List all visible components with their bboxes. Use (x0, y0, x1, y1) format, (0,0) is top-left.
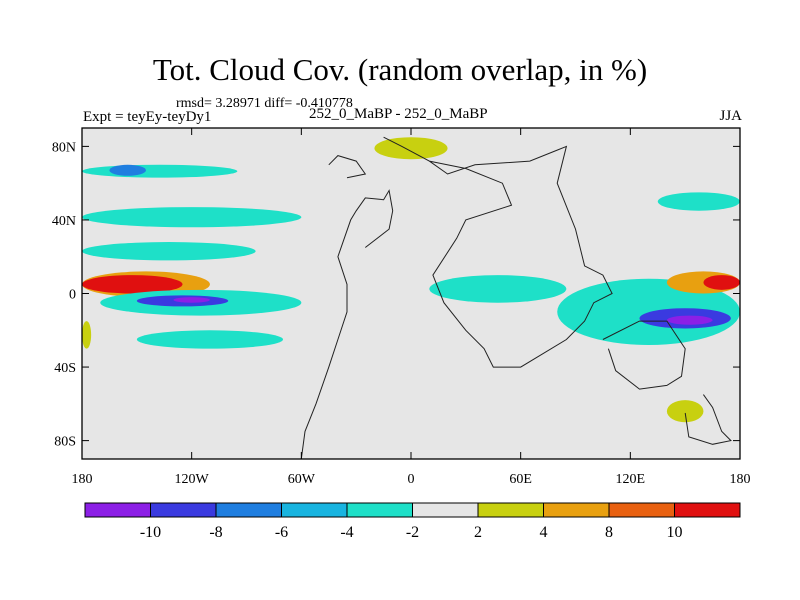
contour-region-17 (657, 192, 740, 211)
colorbar-label: 2 (474, 524, 482, 541)
colorbar-label: 4 (540, 524, 548, 541)
y-tick-label: 40N (52, 214, 76, 229)
x-tick-label: 180 (730, 472, 751, 487)
contour-region-18 (666, 400, 704, 423)
colorbar-swatch (543, 502, 610, 518)
axes: 180 120W 60W 0 60E 120E 180 80N 40N 0 40S 80S (52, 128, 751, 487)
x-tick-label: 60E (509, 472, 532, 487)
contour-region-11 (429, 275, 567, 303)
coastline-1 (383, 136, 613, 368)
x-tick-label: 0 (408, 472, 415, 487)
season-label: JJA (719, 108, 742, 124)
x-tick-label: 60W (288, 472, 316, 487)
colorbar-swatch (608, 502, 675, 518)
chart-title: Tot. Cloud Cov. (random overlap, in %) (152, 52, 648, 87)
contour-region-10 (374, 137, 448, 160)
contour-region-12 (557, 278, 740, 345)
contour-region-14 (666, 315, 713, 325)
colorbar-swatch (412, 502, 479, 518)
colorbar-label: -6 (275, 524, 288, 541)
contour-region-19 (82, 321, 92, 349)
coastline-4 (328, 155, 367, 179)
colorbar-label: -2 (406, 524, 419, 541)
contour-region-3 (82, 242, 256, 261)
coastline-2 (602, 320, 686, 390)
y-tick-label: 40S (54, 361, 76, 376)
contour-region-1 (109, 164, 146, 176)
colorbar-swatch (150, 502, 217, 518)
contour-region-16 (703, 275, 740, 290)
experiment-label: Expt = teyEy-teyDy1 (83, 109, 212, 125)
colorbar-label: -4 (340, 524, 353, 541)
y-tick-label: 80N (52, 140, 76, 155)
coastline-0 (255, 189, 394, 459)
colorbar-label: 8 (605, 524, 613, 541)
colorbar: -10 -8 -6 -4 -2 2 4 8 10 (84, 502, 741, 541)
contour-region-2 (82, 207, 302, 228)
colorbar-label: -8 (209, 524, 222, 541)
contour-region-9 (136, 330, 284, 349)
contour-region-5 (82, 275, 183, 294)
y-tick-label: 0 (69, 288, 76, 303)
colorbar-swatch (477, 502, 544, 518)
colorbar-swatch (674, 502, 741, 518)
x-tick-label: 180 (72, 472, 93, 487)
stats-text: rmsd= 3.28971 diff= -0.410778 (176, 96, 353, 111)
coastline-3 (684, 394, 732, 445)
contour-region-8 (173, 297, 210, 303)
period-label: 252_0_MaBP - 252_0_MaBP (309, 106, 488, 122)
x-tick-label: 120E (616, 472, 646, 487)
colorbar-swatch (346, 502, 413, 518)
contour-field (82, 137, 740, 423)
contour-region-0 (82, 164, 238, 178)
colorbar-swatch (84, 502, 151, 518)
coastlines (255, 136, 732, 459)
y-tick-label: 80S (54, 435, 76, 450)
colorbar-label: 10 (667, 524, 683, 541)
colorbar-swatch (215, 502, 282, 518)
colorbar-swatch (281, 502, 348, 518)
x-tick-label: 120W (175, 472, 210, 487)
colorbar-label: -10 (140, 524, 161, 541)
